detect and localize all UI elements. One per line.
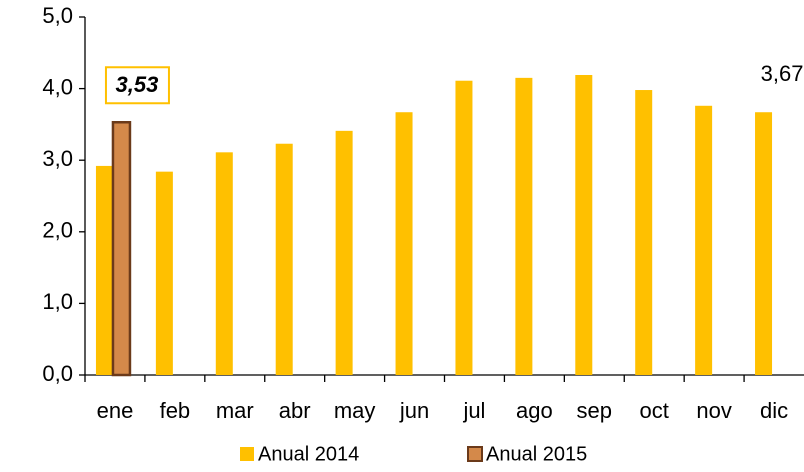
x-tick-label: feb bbox=[160, 398, 191, 423]
y-tick-label: 2,0 bbox=[42, 218, 73, 243]
bar bbox=[111, 121, 132, 377]
x-tick-label: jul bbox=[462, 398, 485, 423]
y-tick-label: 3,0 bbox=[42, 146, 73, 171]
x-tick-label: dic bbox=[760, 398, 788, 423]
y-tick-label: 4,0 bbox=[42, 74, 73, 99]
x-tick-label: sep bbox=[577, 398, 612, 423]
bar bbox=[95, 165, 113, 375]
data-label: 3,67 bbox=[761, 61, 804, 86]
bar bbox=[635, 90, 653, 376]
bar bbox=[455, 80, 473, 375]
bar bbox=[755, 112, 773, 375]
x-tick-label: mar bbox=[216, 398, 254, 423]
x-tick-label: nov bbox=[696, 398, 731, 423]
bar bbox=[275, 143, 293, 375]
bar bbox=[395, 112, 413, 375]
legend-label: Anual 2014 bbox=[258, 443, 359, 465]
x-tick-label: jun bbox=[399, 398, 429, 423]
bar bbox=[575, 74, 593, 375]
x-tick-label: oct bbox=[640, 398, 669, 423]
y-tick-label: 5,0 bbox=[42, 3, 73, 28]
label-box bbox=[104, 66, 170, 105]
bar bbox=[215, 152, 233, 375]
bar bbox=[335, 130, 353, 375]
y-tick-label: 1,0 bbox=[42, 289, 73, 314]
legend-swatch bbox=[467, 446, 483, 462]
legend-swatch bbox=[240, 447, 254, 461]
bar bbox=[515, 77, 533, 376]
data-label: 3,53 bbox=[116, 72, 159, 97]
bar bbox=[695, 105, 713, 375]
legend-label: Anual 2015 bbox=[486, 443, 587, 465]
x-tick-label: ene bbox=[97, 398, 134, 423]
x-tick-label: ago bbox=[516, 398, 553, 423]
y-tick-label: 0,0 bbox=[42, 361, 73, 386]
bar bbox=[155, 171, 173, 375]
x-tick-label: abr bbox=[279, 398, 311, 423]
x-tick-label: may bbox=[334, 398, 376, 423]
